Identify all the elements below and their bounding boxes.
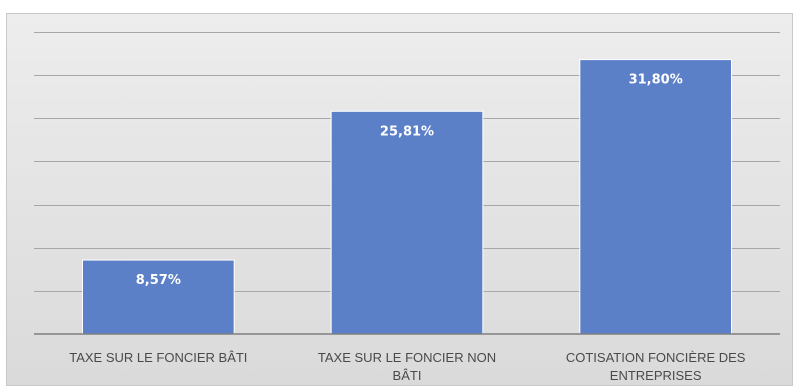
category-labels: TAXE SUR LE FONCIER BÂTI TAXE SUR LE FONC…	[69, 350, 746, 383]
category-label-line: BÂTI	[393, 368, 422, 383]
bar	[579, 59, 733, 335]
category-label: TAXE SUR LE FONCIER BÂTI	[69, 350, 247, 365]
category-label: TAXE SUR LE FONCIER NON BÂTI	[318, 350, 496, 383]
category-label: COTISATION FONCIÈRE DES ENTREPRISES	[566, 350, 746, 383]
bar	[81, 259, 235, 335]
data-label: 31,80%	[629, 73, 683, 88]
data-label: 25,81%	[380, 124, 434, 139]
category-label-line: ENTREPRISES	[610, 368, 702, 383]
data-labels: 8,57% 25,81% 31,80%	[136, 73, 683, 288]
category-label-line: TAXE SUR LE FONCIER NON	[318, 350, 496, 365]
data-label: 8,57%	[136, 273, 181, 288]
category-label-line: COTISATION FONCIÈRE DES	[566, 350, 746, 365]
bar	[330, 110, 484, 335]
category-label-line: TAXE SUR LE FONCIER BÂTI	[69, 350, 247, 365]
bars	[81, 59, 733, 335]
